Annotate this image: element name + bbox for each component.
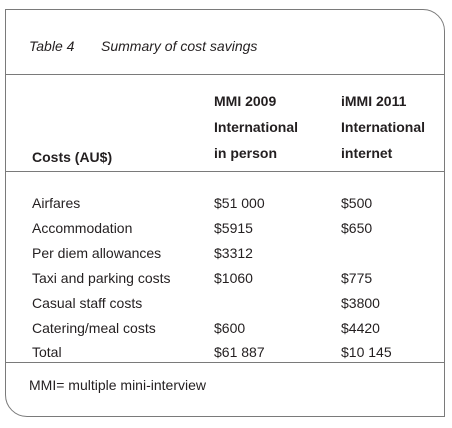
cost-item: Total: [32, 344, 62, 360]
immi-2011-cost: $4420: [341, 320, 380, 336]
table-title: Summary of cost savings: [101, 38, 258, 54]
cost-savings-table: Table 4 Summary of cost savings Costs (A…: [5, 9, 445, 417]
mmi-2009-cost: $1060: [214, 270, 253, 286]
column-header-immi-2011: iMMI 2011 International internet: [341, 88, 425, 166]
cost-item: Taxi and parking costs: [32, 270, 171, 286]
mmi-2009-cost: $3312: [214, 245, 253, 261]
cost-item: Airfares: [32, 195, 81, 211]
column-header-immi-2011-line: internet: [341, 145, 393, 161]
immi-2011-cost: $10 145: [341, 344, 392, 360]
column-header-immi-2011-line: iMMI 2011: [341, 93, 407, 109]
table-row: Catering/meal costs $600 $4420: [6, 316, 444, 341]
table-row: Airfares $51 000 $500: [6, 191, 444, 216]
column-header-costs-line: Costs (AU$): [32, 149, 113, 165]
table-caption: Table 4 Summary of cost savings: [6, 10, 444, 75]
immi-2011-cost: $650: [341, 220, 373, 236]
column-header-costs: Costs (AU$): [32, 144, 112, 170]
table-row: Accommodation $5915 $650: [6, 216, 444, 241]
column-header-mmi-2009-line: International: [214, 119, 299, 135]
column-header-mmi-2009-line: MMI 2009: [214, 93, 277, 109]
mmi-2009-cost: $5915: [214, 220, 253, 236]
mmi-2009-cost: $51 000: [214, 195, 265, 211]
cost-item: Casual staff costs: [32, 295, 143, 311]
column-header-immi-2011-line: International: [341, 119, 426, 135]
cost-item: Per diem allowances: [32, 245, 162, 261]
table-row: Per diem allowances $3312: [6, 241, 444, 266]
cost-item: Catering/meal costs: [32, 320, 156, 336]
table-body: Airfares $51 000 $500 Accommodation $591…: [6, 172, 444, 363]
column-header-mmi-2009-line: in person: [214, 145, 278, 161]
table-row: Taxi and parking costs $1060 $775: [6, 266, 444, 291]
cost-item: Accommodation: [32, 220, 133, 236]
mmi-2009-cost: $600: [214, 320, 246, 336]
immi-2011-cost: $500: [341, 195, 373, 211]
table-row: Casual staff costs $3800: [6, 291, 444, 316]
table-header: Costs (AU$) MMI 2009 International in pe…: [6, 75, 444, 172]
column-header-mmi-2009: MMI 2009 International in person: [214, 88, 298, 166]
table-number: Table 4: [29, 38, 75, 54]
immi-2011-cost: $3800: [341, 295, 380, 311]
table-row: Total $61 887 $10 145: [6, 340, 444, 365]
mmi-2009-cost: $61 887: [214, 344, 265, 360]
immi-2011-cost: $775: [341, 270, 373, 286]
table-footnote: MMI= multiple mini-interview: [29, 377, 206, 393]
